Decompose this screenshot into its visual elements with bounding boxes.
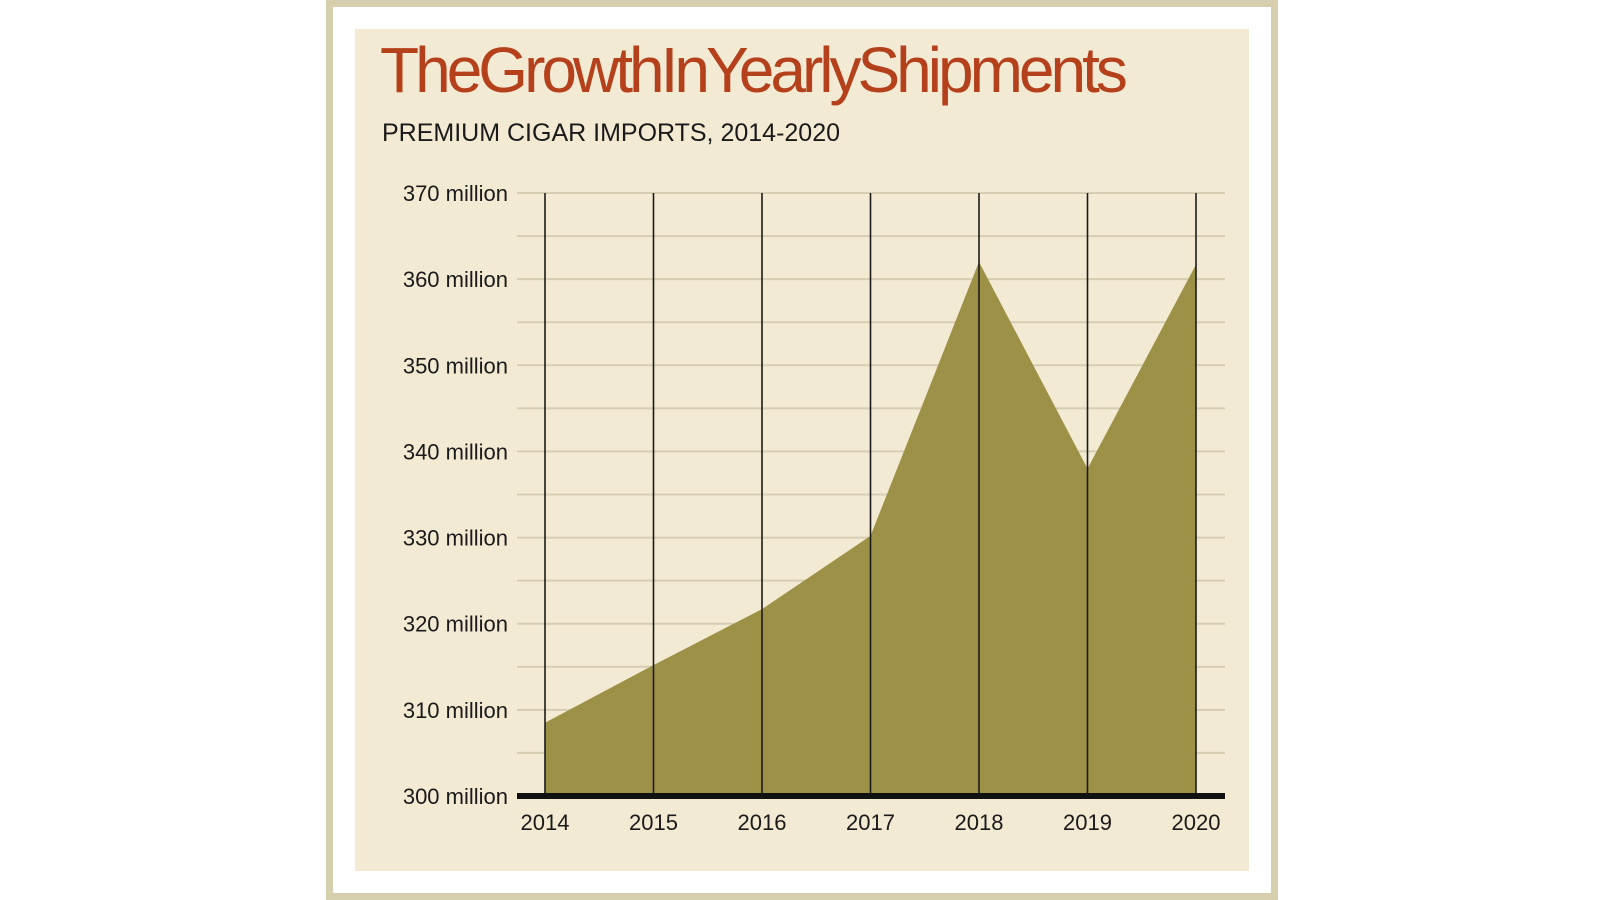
area-series — [545, 261, 1196, 796]
chart-subtitle: PREMIUM CIGAR IMPORTS, 2014-2020 — [382, 119, 841, 147]
year-lines — [544, 193, 1197, 796]
x-tick-label: 2019 — [1063, 810, 1112, 835]
x-tick-label: 2017 — [846, 810, 895, 835]
x-tick-label: 2015 — [629, 810, 678, 835]
y-tick-label: 340 million — [403, 439, 508, 464]
y-tick-label: 360 million — [403, 267, 508, 292]
x-tick-label: 2016 — [738, 810, 787, 835]
y-tick-label: 330 million — [403, 526, 508, 551]
y-tick-label: 370 million — [403, 181, 508, 206]
x-tick-label: 2020 — [1172, 810, 1221, 835]
x-axis-labels: 2014 2015 2016 2017 2018 2019 2020 — [521, 810, 1221, 835]
y-tick-label: 320 million — [403, 612, 508, 637]
y-tick-label: 310 million — [403, 698, 508, 723]
y-tick-label: 300 million — [403, 784, 508, 809]
y-axis-labels: 300 million 310 million 320 million 330 mil… — [403, 181, 508, 809]
x-tick-label: 2018 — [955, 810, 1004, 835]
y-tick-label: 350 million — [403, 353, 508, 378]
chart-title: TheGrowthInYearlyShipments — [380, 34, 1128, 106]
x-tick-label: 2014 — [521, 810, 570, 835]
area-fill — [545, 261, 1196, 796]
